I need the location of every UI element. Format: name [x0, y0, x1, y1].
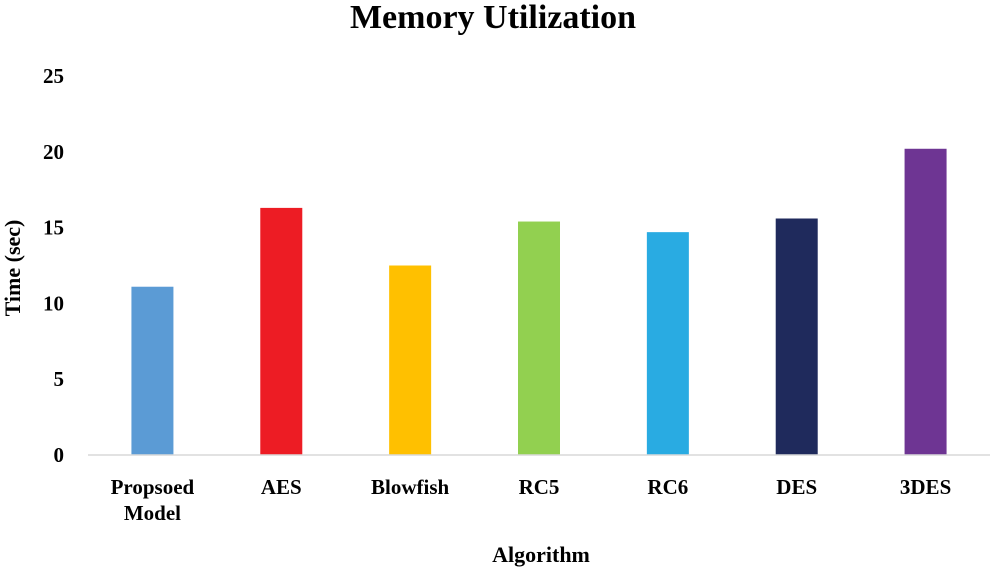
x-tick-label-line: RC5	[519, 475, 560, 499]
y-tick-label: 5	[54, 367, 65, 391]
x-tick-label: RC5	[519, 475, 560, 499]
bar	[646, 232, 689, 455]
bar	[131, 286, 174, 455]
x-tick-label: AES	[261, 475, 302, 499]
y-axis-ticks: 0 5 10 15 20 25	[43, 64, 64, 467]
x-tick-label-line: Blowfish	[371, 475, 450, 499]
x-tick-label: Blowfish	[371, 475, 450, 499]
x-tick-label: RC6	[647, 475, 688, 499]
x-tick-label: 3DES	[900, 475, 951, 499]
y-tick-label: 10	[43, 291, 64, 315]
x-axis-label: Algorithm	[492, 542, 590, 567]
x-tick-label: Propsoed Model	[111, 475, 195, 525]
x-tick-label-line: Propsoed	[111, 475, 195, 499]
y-tick-label: 25	[43, 64, 64, 88]
bar	[518, 221, 560, 455]
y-tick-label: 0	[54, 443, 65, 467]
bar-group	[131, 148, 947, 455]
bar	[775, 218, 818, 455]
chart-title: Memory Utilization	[350, 0, 636, 36]
x-tick-label-line: RC6	[647, 475, 688, 499]
bar	[904, 148, 947, 455]
x-tick-label-line: AES	[261, 475, 302, 499]
bar	[389, 265, 432, 455]
x-tick-label-line: Model	[124, 501, 181, 525]
y-tick-label: 20	[43, 140, 64, 164]
x-tick-label: DES	[776, 475, 817, 499]
y-tick-label: 15	[43, 216, 64, 240]
y-axis-label: Time (sec)	[0, 220, 25, 317]
x-axis-ticks: Propsoed Model AES Blowfish RC5 RC6 DES 3DES	[111, 475, 952, 525]
x-tick-label-line: 3DES	[900, 475, 951, 499]
x-tick-label-line: DES	[776, 475, 817, 499]
bar	[260, 207, 303, 455]
